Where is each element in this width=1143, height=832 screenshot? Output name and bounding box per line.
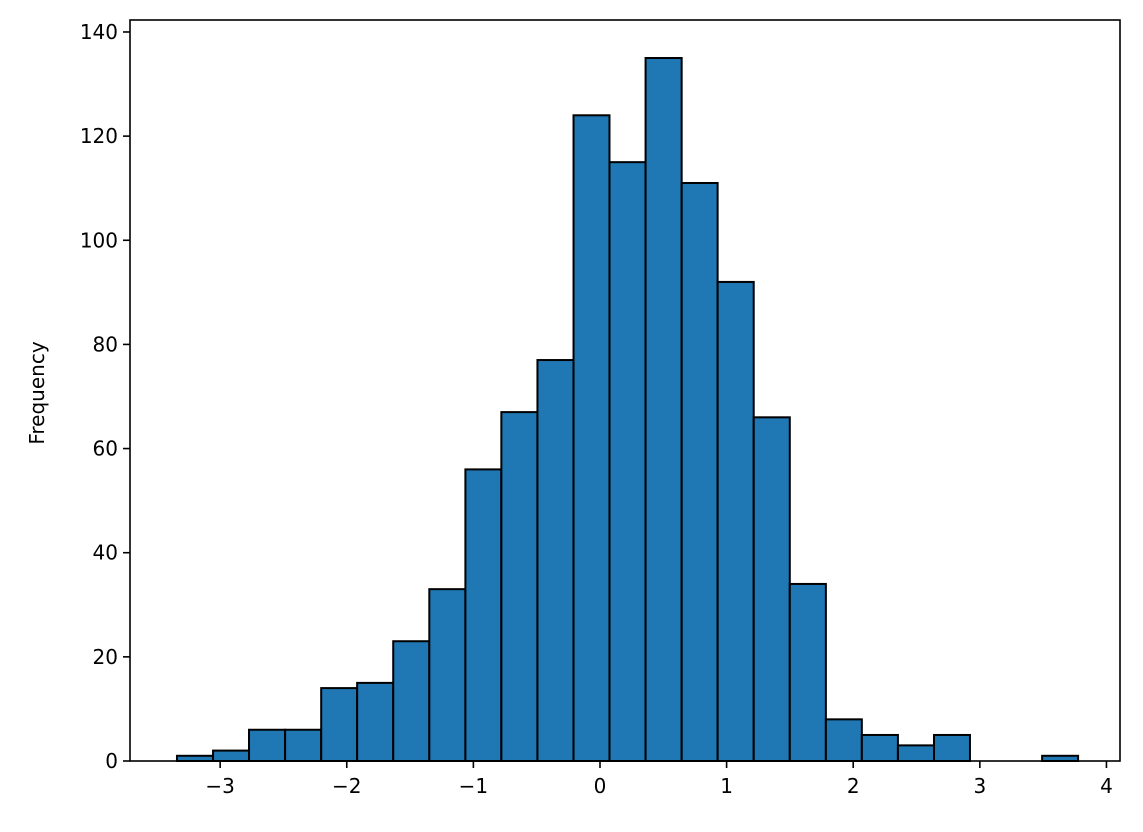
plot-frame <box>129 19 1121 762</box>
bar <box>644 57 683 762</box>
y-tick-label: 120 <box>80 124 118 148</box>
x-tick-label: −2 <box>332 774 361 798</box>
x-tick-label: −3 <box>205 774 234 798</box>
x-tick-label: 3 <box>973 774 986 798</box>
y-tick-label: 80 <box>93 332 118 356</box>
y-tick-label: 60 <box>93 437 118 461</box>
y-tick-label: 40 <box>93 541 118 565</box>
bar <box>464 468 503 762</box>
bar <box>788 582 827 763</box>
bar <box>572 114 611 762</box>
bar <box>752 416 791 762</box>
bar <box>500 411 539 762</box>
y-axis-label: Frequency <box>25 341 49 444</box>
bar <box>933 733 971 762</box>
bar <box>356 681 395 763</box>
y-tick-label: 100 <box>80 228 118 252</box>
bar <box>284 728 323 763</box>
y-tick-label: 140 <box>80 20 118 44</box>
bar <box>824 718 863 763</box>
bar <box>860 733 899 762</box>
bar <box>392 640 431 763</box>
bar <box>248 728 287 763</box>
bar <box>320 687 359 762</box>
bar <box>680 181 719 762</box>
x-tick-label: 1 <box>720 774 733 798</box>
x-tick-label: 2 <box>847 774 860 798</box>
bar <box>896 744 936 762</box>
x-tick-label: −1 <box>459 774 488 798</box>
y-tick-label: 0 <box>105 749 118 773</box>
x-tick-label: 4 <box>1100 774 1113 798</box>
bar <box>716 280 755 762</box>
bar <box>212 749 251 763</box>
bar <box>608 161 647 762</box>
x-tick-label: 0 <box>594 774 607 798</box>
bar <box>428 588 467 762</box>
bar <box>536 359 575 762</box>
y-tick-label: 20 <box>93 645 118 669</box>
